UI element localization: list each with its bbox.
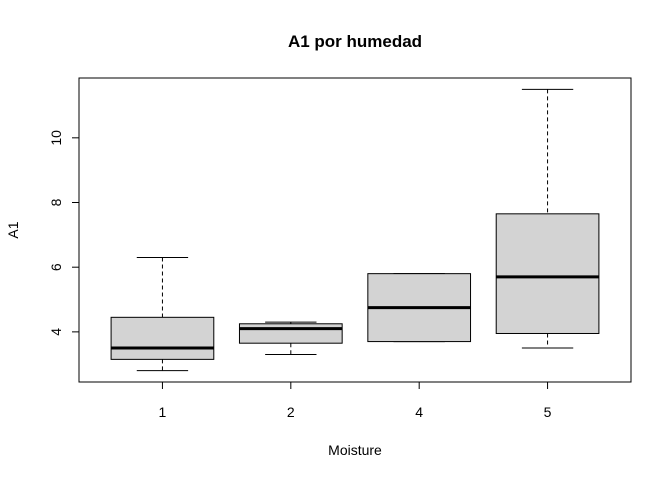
chart-title: A1 por humedad xyxy=(288,32,422,51)
y-tick-label-0: 4 xyxy=(48,328,64,336)
box-0-body xyxy=(110,316,215,360)
y-axis-label: A1 xyxy=(5,221,21,238)
y-tick-label-1: 6 xyxy=(48,263,64,271)
x-tick-label-2: 4 xyxy=(415,404,423,420)
x-tick-label-1: 2 xyxy=(287,404,295,420)
x-tick-label-3: 5 xyxy=(544,404,552,420)
y-tick-label-3: 10 xyxy=(48,130,64,146)
x-axis-label: Moisture xyxy=(328,442,382,458)
x-tick-label-0: 1 xyxy=(159,404,167,420)
box-3-body xyxy=(495,213,600,334)
y-tick-label-2: 8 xyxy=(48,198,64,206)
box-1-body xyxy=(238,323,343,344)
